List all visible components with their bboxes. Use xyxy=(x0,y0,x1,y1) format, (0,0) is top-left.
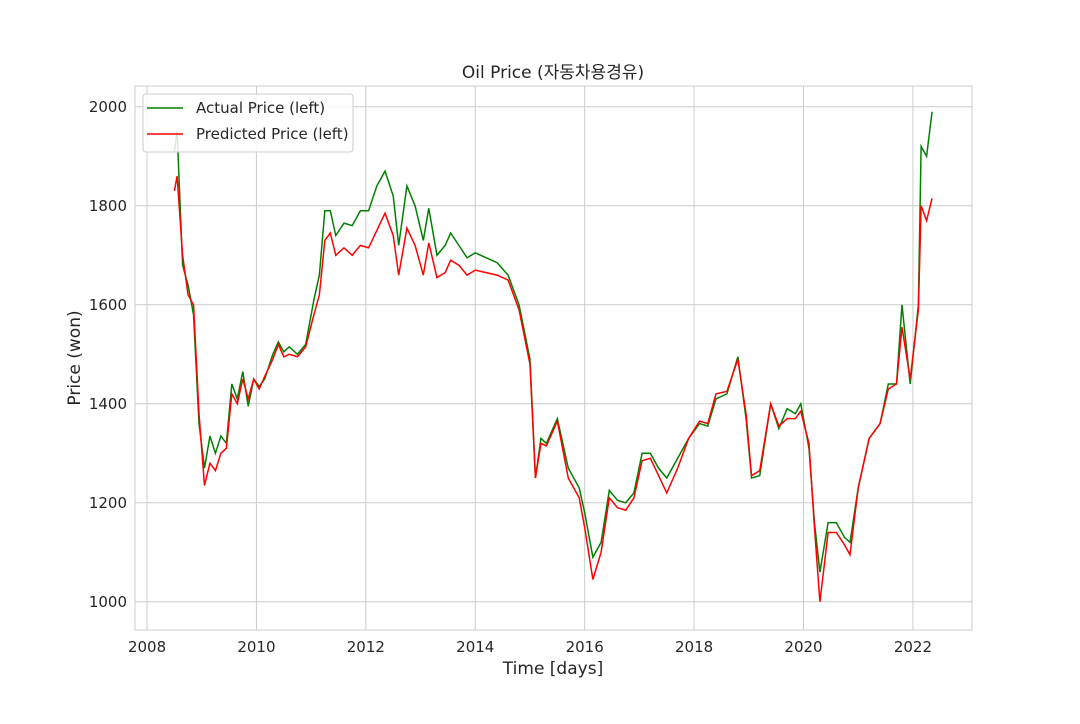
x-tick-label: 2022 xyxy=(894,638,932,656)
plot-area xyxy=(134,85,973,631)
y-axis-label: Price (won) xyxy=(65,310,85,405)
y-tick-label: 1000 xyxy=(89,593,127,611)
legend: Actual Price (left) Predicted Price (left… xyxy=(142,93,354,153)
chart-title: Oil Price (자동차용경유) xyxy=(462,63,644,83)
y-tick-label: 2000 xyxy=(89,98,127,116)
legend-box xyxy=(142,93,354,153)
y-tick-label: 1800 xyxy=(89,197,127,215)
legend-label: Actual Price (left) xyxy=(196,99,325,117)
x-tick-label: 2014 xyxy=(456,638,494,656)
legend-label: Predicted Price (left) xyxy=(196,125,349,143)
x-tick-label: 2016 xyxy=(566,638,604,656)
y-tick-label: 1200 xyxy=(89,494,127,512)
x-tick-label: 2020 xyxy=(784,638,822,656)
x-axis-label: Time [days] xyxy=(502,659,603,679)
data-line xyxy=(173,175,933,602)
x-tick-label: 2018 xyxy=(675,638,713,656)
y-tick-label: 1600 xyxy=(89,296,127,314)
x-tick-label: 2008 xyxy=(128,638,166,656)
x-tick-label: 2012 xyxy=(347,638,385,656)
x-tick-label: 2010 xyxy=(237,638,275,656)
y-tick-label: 1400 xyxy=(89,395,127,413)
